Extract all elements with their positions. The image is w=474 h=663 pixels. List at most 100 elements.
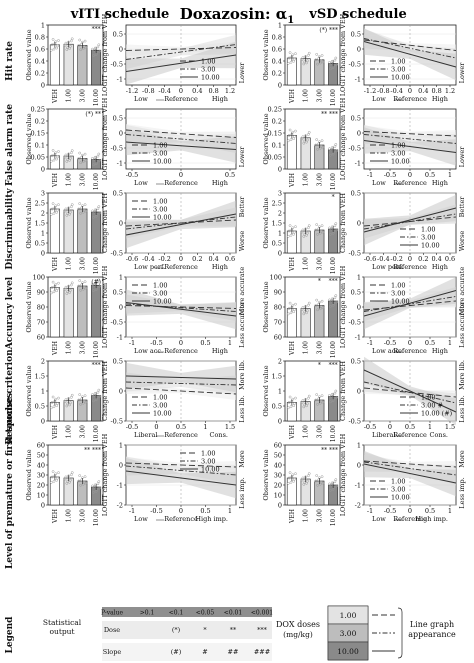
left-bar-point	[65, 160, 69, 163]
left-bar-point	[52, 290, 56, 294]
left-bar-point	[92, 210, 96, 214]
left-bar-ytick-label: 80	[37, 304, 45, 312]
left-bar-point	[77, 157, 81, 160]
right-bar-point	[292, 479, 296, 483]
left-bar-point	[63, 400, 67, 404]
row-1: False alarm rate 0 0.05 0.1 0.15 0.2 0.25 VEH 1.…	[5, 97, 466, 190]
left-line-direction-top: Better	[238, 196, 246, 218]
left-bar-ytick-label: 2.5	[35, 200, 45, 208]
right-bar-point	[305, 233, 308, 237]
left-line-ytick-label: -1	[117, 334, 123, 342]
left-line-series	[125, 216, 237, 230]
left-line-series	[125, 129, 237, 138]
right-bar-point	[291, 53, 295, 57]
left-line-ytick-label: -1	[117, 482, 123, 490]
right-bar-point	[329, 483, 333, 487]
legend-table-dose-bg	[102, 621, 272, 639]
left-line-ytick-label: 0	[119, 220, 123, 228]
right-bar-point	[306, 479, 309, 483]
left-line-xlabel-low: Low perf.	[134, 263, 165, 271]
right-bar-point	[306, 231, 309, 235]
right-bar-point	[307, 224, 311, 227]
left-bar-ytick-label: 60	[37, 442, 45, 450]
left-bar-point	[55, 478, 59, 482]
left-line-series	[125, 44, 237, 60]
left-bar-point	[94, 214, 98, 218]
legend-table-header-cell: <0.1	[169, 609, 184, 616]
left-bar-category-label: 3.00	[79, 341, 86, 355]
right-bar-ytick-label: 60	[274, 442, 282, 450]
left-bar-category-label: 10.00	[93, 425, 100, 442]
left-bar-point	[55, 289, 59, 293]
left-line-xtick-label: -0.4	[158, 87, 171, 95]
right-bar-ytick-label: 1	[278, 22, 282, 30]
right-line-xtick-label: 0.5	[425, 339, 435, 347]
left-line-ytick-label: 0	[119, 130, 123, 138]
left-bar	[77, 45, 88, 86]
left-bar-point	[69, 401, 72, 405]
left-line-xtick-label: 0.8	[208, 87, 218, 95]
left-bar-point	[69, 478, 72, 482]
right-bar-point	[301, 135, 305, 139]
left-line-direction-top: More accurate	[238, 267, 246, 316]
right-bar-point	[306, 54, 310, 57]
right-bar-ytick-label: 0.15	[268, 130, 282, 138]
right-line-xtick-label: 0.5	[405, 423, 415, 431]
right-bar-point	[331, 231, 335, 235]
right-line-ytick-label: -0.5	[348, 418, 361, 426]
right-line-ytick-label: 1	[357, 442, 361, 450]
right-line-ylabel: LOGIT change from VEH	[339, 13, 347, 96]
right-bar-significance: (*) ***	[319, 27, 338, 34]
left-bar-point	[96, 390, 100, 394]
left-bar-point	[77, 398, 81, 402]
left-bar-point	[64, 475, 68, 479]
left-bar-point	[69, 396, 73, 399]
left-line-xlabel-reference: Reference	[164, 515, 198, 523]
right-bar-point	[300, 401, 304, 404]
left-bar-significance: ** ***	[84, 447, 101, 454]
right-bar-ytick-label: 0.4	[272, 58, 282, 66]
right-bar-point	[307, 51, 311, 55]
left-line-legend-label: 3.00	[153, 401, 167, 409]
right-line-series	[363, 460, 457, 468]
right-line-xlabel-high: High	[432, 263, 448, 271]
right-bar-category-label: 3.00	[316, 425, 323, 439]
right-line-legend-label: 3.00	[421, 233, 435, 241]
left-bar-ytick-label: 0	[41, 418, 45, 426]
right-line-ylabel: LOGIT change from VEH	[339, 265, 347, 348]
left-bar-ylabel: Observed value	[25, 113, 33, 164]
left-bar-point	[84, 286, 88, 290]
left-bar-point	[78, 393, 82, 396]
right-line-xtick-label: 0.8	[431, 87, 441, 95]
right-bar-significance: ** ***	[321, 111, 338, 118]
right-bar-point	[301, 399, 305, 402]
right-line-series	[363, 41, 457, 68]
row-label: Level of premature or first touches	[5, 393, 15, 569]
left-line-legend-label: 10.00	[153, 297, 172, 305]
left-bar-point	[79, 402, 82, 406]
left-line-legend-label: 10.00	[153, 409, 172, 417]
right-line-xlabel-reference: Reference	[393, 515, 427, 523]
left-bar-point	[79, 211, 82, 215]
left-bar-ytick-label: 20	[37, 482, 45, 490]
right-line-xtick-label: -0.5	[384, 171, 397, 179]
left-bar-category-label: 3.00	[79, 509, 86, 523]
left-bar-point	[94, 162, 98, 166]
left-bar-point	[97, 152, 101, 156]
left-bar-ylabel: Observed value	[25, 365, 33, 416]
right-bar-point	[292, 137, 296, 140]
left-bar-point	[96, 207, 100, 211]
legend-table-header-cell: P-value	[101, 609, 123, 616]
right-bar-point	[320, 224, 324, 228]
right-line-xtick-label: -1.2	[364, 87, 377, 95]
left-bar-point	[81, 401, 85, 405]
right-bar-point	[321, 481, 325, 485]
left-line-ytick-label: -1	[117, 160, 123, 168]
right-line-ytick-label: 0.5	[351, 358, 361, 366]
right-line-direction-bottom: Lower	[458, 146, 466, 168]
left-line-direction-bottom: Less imp.	[238, 477, 246, 508]
left-bar-point	[92, 399, 95, 403]
right-bar-point	[286, 312, 290, 316]
right-bar-category-label: VEH	[289, 509, 296, 524]
right-bar-point	[314, 58, 318, 62]
